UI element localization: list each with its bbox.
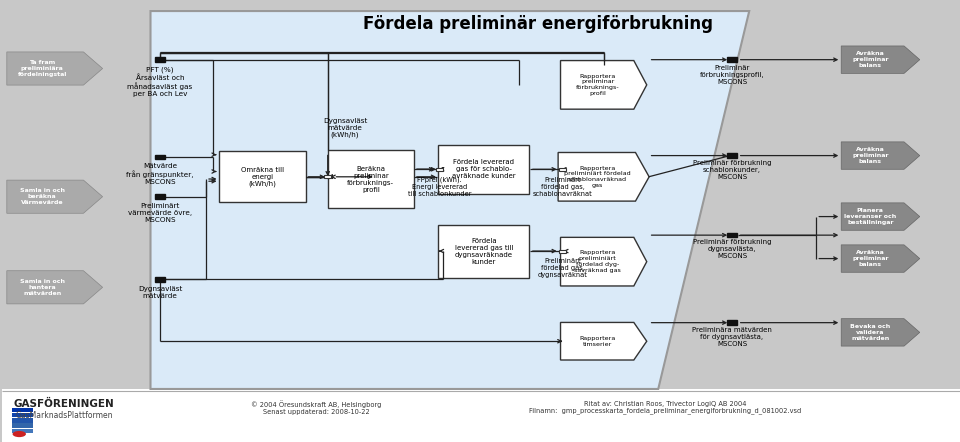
Polygon shape bbox=[7, 271, 103, 304]
Bar bbox=[12, 408, 33, 412]
Bar bbox=[12, 413, 33, 417]
Text: Rapportera
preliminiärt fördelad
schablonavräknad
gas: Rapportera preliminiärt fördelad schablo… bbox=[564, 166, 631, 188]
Polygon shape bbox=[841, 142, 920, 169]
Text: Rapportera
timserier: Rapportera timserier bbox=[580, 336, 615, 347]
Polygon shape bbox=[7, 180, 103, 213]
Text: Samla in och
hantera
mätvärden: Samla in och hantera mätvärden bbox=[20, 279, 64, 296]
Bar bbox=[2, 389, 960, 442]
Polygon shape bbox=[841, 203, 920, 230]
Text: Avräkna
preliminar
balans: Avräkna preliminar balans bbox=[852, 147, 889, 164]
Polygon shape bbox=[841, 245, 920, 272]
Bar bbox=[728, 320, 736, 325]
Bar bbox=[324, 175, 331, 178]
Polygon shape bbox=[561, 237, 647, 286]
Text: Avräkna
preliminar
balans: Avräkna preliminar balans bbox=[852, 250, 889, 267]
Bar bbox=[12, 423, 33, 428]
Text: Dygnsavläst
mätvärde
(kWh/h): Dygnsavläst mätvärde (kWh/h) bbox=[323, 118, 367, 138]
Text: Fördela
levererad gas till
dygnsavräknade
kunder: Fördela levererad gas till dygnsavräknad… bbox=[455, 237, 514, 265]
Polygon shape bbox=[561, 323, 647, 360]
Text: Preliminärt
fördelad gas,
schablonavräknat: Preliminärt fördelad gas, schablonavräkn… bbox=[533, 176, 592, 197]
Bar bbox=[559, 168, 565, 171]
Bar bbox=[559, 249, 565, 253]
Polygon shape bbox=[841, 319, 920, 346]
Bar bbox=[728, 153, 736, 158]
Text: Ritat av: Christian Roos, Trivector LogiQ AB 2004
Filnamn:  gmp_processkarta_for: Ritat av: Christian Roos, Trivector Logi… bbox=[529, 400, 802, 415]
FancyBboxPatch shape bbox=[439, 145, 529, 194]
Bar bbox=[437, 168, 444, 171]
Text: Fördela levererad
gas för schablo-
avräknade kunder: Fördela levererad gas för schablo- avräk… bbox=[452, 159, 516, 179]
Text: GASFÖRENINGEN: GASFÖRENINGEN bbox=[13, 400, 114, 409]
Bar bbox=[12, 418, 33, 423]
Bar bbox=[156, 57, 165, 62]
Text: Preliminära mätvärden
för dygnsavtlästa,
MSCONS: Preliminära mätvärden för dygnsavtlästa,… bbox=[692, 327, 772, 347]
Polygon shape bbox=[7, 52, 103, 85]
Text: Ta fram
preliminiära
fördelningstal: Ta fram preliminiära fördelningstal bbox=[17, 60, 67, 77]
Text: Bevaka och
validera
mätvärden: Bevaka och validera mätvärden bbox=[851, 324, 891, 341]
Text: Fördela preliminär energiförbrukning: Fördela preliminär energiförbrukning bbox=[364, 15, 713, 33]
Text: PFT (%)
Årsavläst och
månadsavläst gas
per BA och Lev: PFT (%) Årsavläst och månadsavläst gas p… bbox=[128, 67, 193, 97]
Text: Preliminärt
fördelad gas,
dygnsavräknat: Preliminärt fördelad gas, dygnsavräknat bbox=[538, 258, 588, 278]
Polygon shape bbox=[841, 46, 920, 73]
Text: © 2004 Öresundskraft AB, Helsingborg
Senast uppdaterad: 2008-10-22: © 2004 Öresundskraft AB, Helsingborg Sen… bbox=[252, 400, 381, 415]
Circle shape bbox=[12, 431, 26, 437]
Text: FPprel (kWh).
Energi levererad
till schablonkunder: FPprel (kWh). Energi levererad till scha… bbox=[408, 176, 471, 197]
Bar bbox=[12, 429, 33, 433]
Text: Dygnsavläst
mätvärde: Dygnsavläst mätvärde bbox=[138, 286, 182, 299]
Text: Avräkna
preliminar
balans: Avräkna preliminar balans bbox=[852, 51, 889, 68]
Text: Omräkna till
energi
(kWh/h): Omräkna till energi (kWh/h) bbox=[241, 167, 284, 187]
Bar bbox=[156, 277, 165, 282]
Bar bbox=[728, 233, 736, 237]
Bar bbox=[156, 194, 165, 199]
Polygon shape bbox=[151, 11, 749, 389]
Text: Rapportera
preliminiärt
fördelad dyg-
savräknad gas: Rapportera preliminiärt fördelad dyg- sa… bbox=[574, 251, 621, 273]
Text: GasMarknadsPlattformen: GasMarknadsPlattformen bbox=[15, 411, 113, 420]
Text: Mätvärde
från gränspunkter,
MSCONS: Mätvärde från gränspunkter, MSCONS bbox=[127, 163, 194, 185]
FancyBboxPatch shape bbox=[439, 225, 529, 278]
Polygon shape bbox=[561, 61, 647, 109]
Text: Preliminär förbrukning
dygnsavlästa,
MSCONS: Preliminär förbrukning dygnsavlästa, MSC… bbox=[693, 239, 771, 259]
Text: Preliminär förbrukning
schablonkunder,
MSCONS: Preliminär förbrukning schablonkunder, M… bbox=[693, 160, 771, 180]
FancyBboxPatch shape bbox=[220, 151, 305, 202]
Text: Planera
leveranser och
beställningar: Planera leveranser och beställningar bbox=[844, 208, 897, 225]
Text: Rapportera
preliminar
förbruknings-
profil: Rapportera preliminar förbruknings- prof… bbox=[576, 74, 619, 96]
Text: Beräkna
preliminar
förbruknings-
profil: Beräkna preliminar förbruknings- profil bbox=[348, 165, 395, 193]
Text: Preliminär
förbrukningsprofil,
MSCONS: Preliminär förbrukningsprofil, MSCONS bbox=[700, 65, 764, 85]
Polygon shape bbox=[558, 152, 649, 201]
Bar bbox=[156, 155, 165, 159]
FancyBboxPatch shape bbox=[327, 150, 414, 208]
Text: Preliminärt
värmevärde övre,
MSCONS: Preliminärt värmevärde övre, MSCONS bbox=[128, 203, 192, 223]
Text: Samla in och
beräkna
Värmevärde: Samla in och beräkna Värmevärde bbox=[20, 188, 64, 205]
Bar bbox=[728, 57, 736, 62]
